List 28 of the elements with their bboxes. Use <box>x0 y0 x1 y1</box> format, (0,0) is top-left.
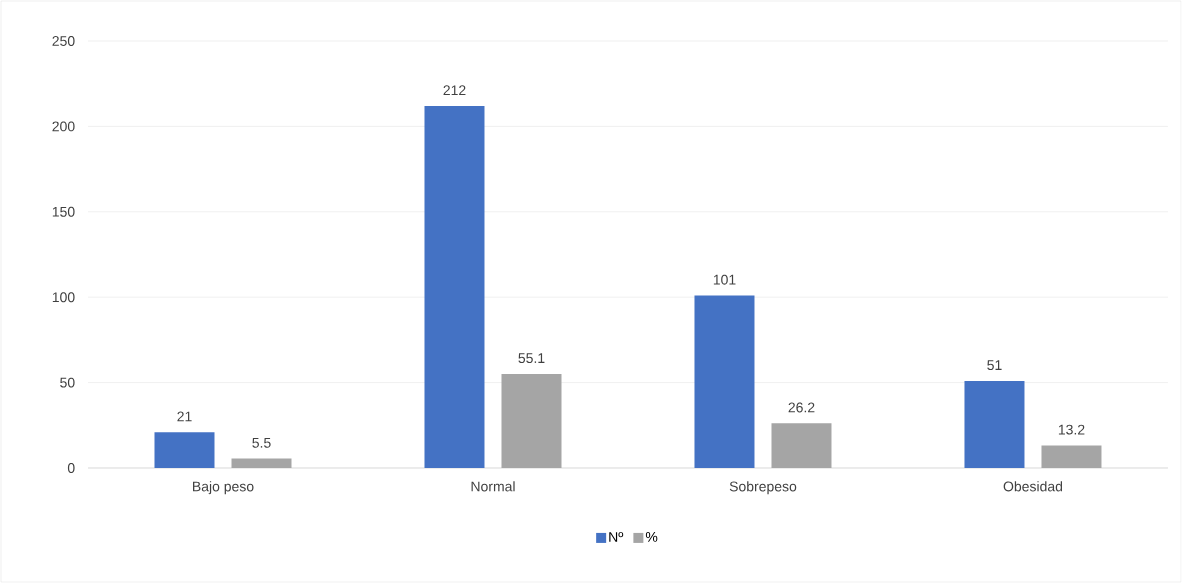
legend-label: % <box>645 532 658 542</box>
data-label: 212 <box>443 85 466 96</box>
data-label: 5.5 <box>252 437 271 448</box>
data-label: 21 <box>177 411 192 422</box>
data-label: 13.2 <box>1058 424 1085 435</box>
bar <box>694 295 755 468</box>
bar <box>154 432 215 468</box>
data-label: 51 <box>987 360 1002 371</box>
y-tick-label: 0 <box>67 463 75 473</box>
data-label: 26.2 <box>788 402 815 413</box>
y-tick-label: 250 <box>52 36 75 46</box>
y-tick-label: 200 <box>52 121 75 132</box>
x-tick-label: Sobrepeso <box>729 481 797 495</box>
bar <box>231 458 292 468</box>
data-label: 55.1 <box>518 353 545 364</box>
bar <box>964 380 1025 468</box>
data-label: 101 <box>713 274 736 285</box>
x-tick-label: Normal <box>471 481 515 492</box>
bar <box>424 105 485 468</box>
legend-label: Nº <box>609 531 624 542</box>
x-tick-label: Obesidad <box>1003 481 1063 492</box>
bar <box>1041 445 1102 468</box>
y-tick-label: 150 <box>52 206 75 217</box>
bar <box>771 423 832 468</box>
y-tick-label: 100 <box>52 292 75 303</box>
x-tick-label: Bajo peso <box>193 481 254 495</box>
y-tick-label: 50 <box>60 377 75 388</box>
bar <box>501 373 562 468</box>
